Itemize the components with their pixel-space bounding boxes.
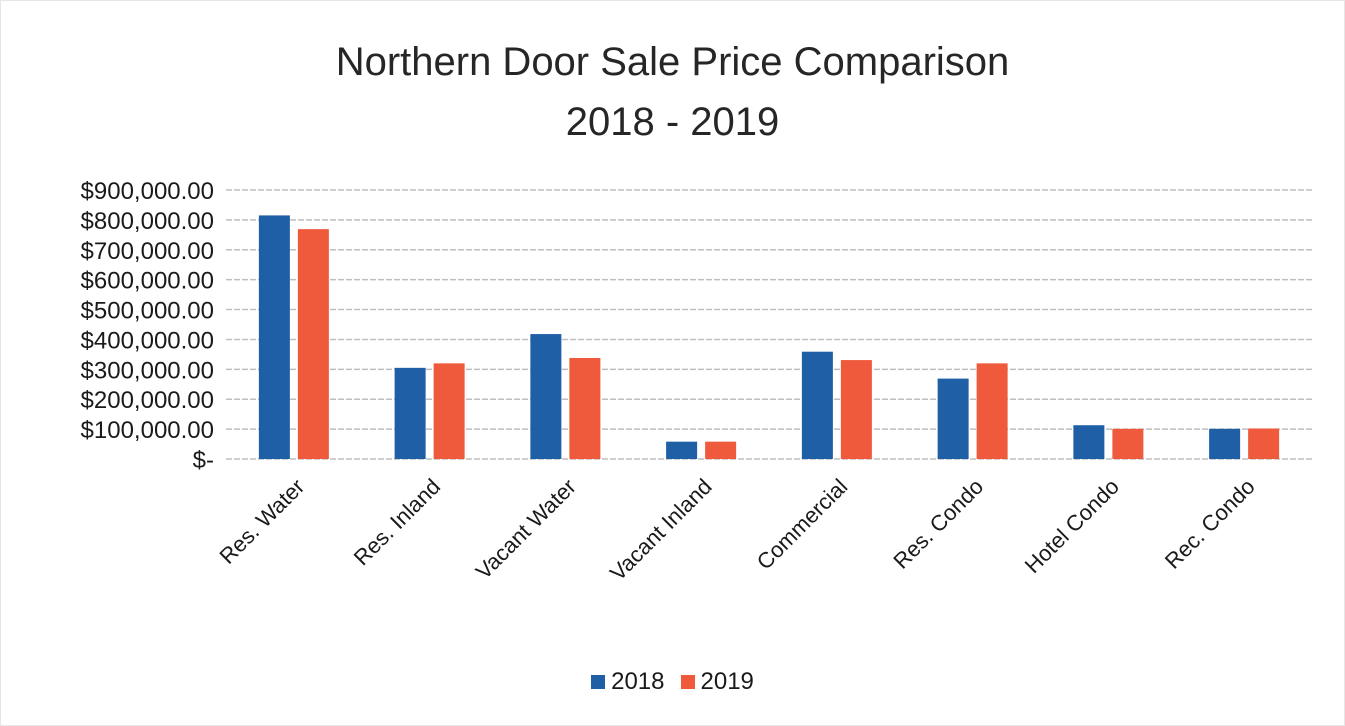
x-tick-label: Rec. Condo bbox=[1160, 474, 1260, 574]
legend-swatch-2019 bbox=[680, 675, 695, 689]
x-tick-label: Vacant Inland bbox=[605, 474, 717, 586]
bar-2018 bbox=[801, 351, 833, 459]
bar-2018 bbox=[530, 334, 562, 459]
x-tick-label: Vacant Water bbox=[471, 474, 581, 584]
bar-2018 bbox=[666, 441, 698, 459]
x-tick-label: Res. Inland bbox=[349, 474, 445, 570]
x-tick-label: Commercial bbox=[752, 474, 853, 575]
legend-label-2018: 2018 bbox=[611, 668, 665, 695]
y-tick-label: $100,000.00 bbox=[81, 417, 214, 444]
y-tick-label: $- bbox=[193, 447, 214, 474]
legend-label-2019: 2019 bbox=[700, 668, 754, 695]
bar-2019 bbox=[1112, 428, 1144, 459]
legend-item-2019: 2019 bbox=[680, 668, 754, 696]
x-tick-label: Res. Condo bbox=[888, 474, 988, 574]
y-tick-label: $900,000.00 bbox=[81, 178, 214, 205]
y-tick-label: $600,000.00 bbox=[81, 268, 214, 295]
legend-item-2018: 2018 bbox=[591, 668, 665, 696]
chart-subtitle: 2018 - 2019 bbox=[565, 100, 780, 144]
bar-2019 bbox=[705, 441, 737, 459]
y-tick-label: $300,000.00 bbox=[81, 357, 214, 384]
bar-2019 bbox=[433, 363, 465, 459]
y-tick-label: $700,000.00 bbox=[81, 238, 214, 265]
bar-2018 bbox=[1209, 428, 1241, 459]
y-tick-label: $800,000.00 bbox=[81, 208, 214, 235]
legend-swatch-2018 bbox=[591, 675, 606, 689]
x-tick-label: Hotel Condo bbox=[1020, 474, 1124, 578]
bar-2019 bbox=[569, 357, 601, 459]
y-tick-label: $400,000.00 bbox=[81, 327, 214, 354]
x-tick-label: Res. Water bbox=[215, 474, 310, 569]
bar-2019 bbox=[840, 360, 872, 459]
y-tick-label: $500,000.00 bbox=[81, 298, 214, 325]
chart-title: Northern Door Sale Price Comparison bbox=[335, 40, 1010, 84]
bar-2019 bbox=[1248, 428, 1280, 459]
bar-2019 bbox=[297, 229, 329, 459]
legend: 2018 2019 bbox=[0, 668, 1345, 696]
bar-2018 bbox=[258, 215, 290, 459]
bar-2018 bbox=[394, 367, 426, 459]
bar-2019 bbox=[976, 363, 1008, 459]
bar-2018 bbox=[937, 378, 969, 459]
bar-2018 bbox=[1073, 425, 1105, 459]
y-tick-label: $200,000.00 bbox=[81, 387, 214, 414]
